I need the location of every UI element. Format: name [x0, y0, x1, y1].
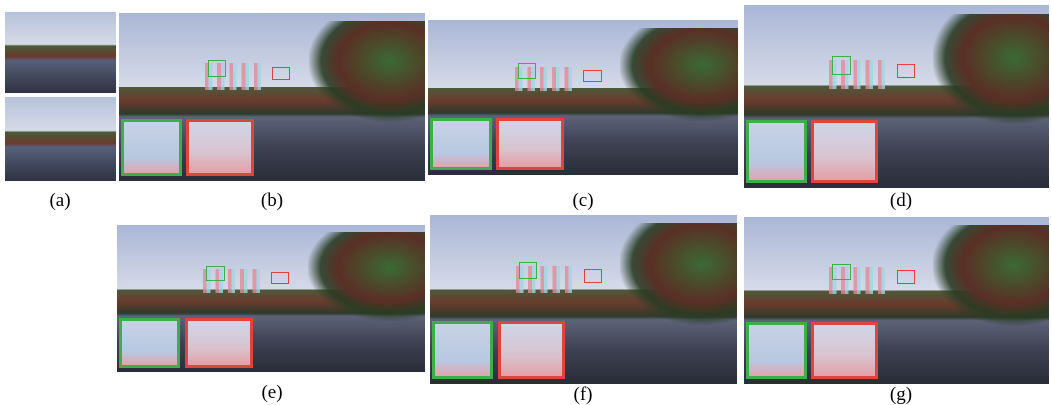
figure: (a) (b) (c) (d) (e) (f) (g) — [0, 0, 1051, 405]
panel-label: (g) — [890, 384, 912, 405]
inset-green — [746, 120, 807, 182]
panel-label: (a) — [49, 190, 70, 212]
stitched-image — [119, 13, 425, 181]
inset-green — [121, 119, 182, 176]
inset-red — [496, 118, 564, 171]
inset-green — [746, 322, 807, 379]
inset-green — [432, 321, 493, 378]
zoom-box-red — [897, 64, 915, 79]
input-image — [5, 97, 116, 181]
zoom-box-green — [832, 56, 850, 74]
stitched-image — [117, 225, 425, 372]
zoom-box-green — [208, 60, 226, 77]
panel-label: (c) — [572, 190, 593, 212]
inset-red — [498, 321, 566, 378]
trees — [620, 28, 738, 121]
zoom-box-green — [206, 266, 224, 281]
inset-red — [186, 119, 253, 176]
zoom-box-green — [519, 262, 537, 279]
panel-label: (e) — [261, 382, 282, 404]
panel-label: (d) — [890, 190, 912, 212]
zoom-box-red — [583, 70, 602, 82]
trees — [933, 225, 1049, 325]
trees — [620, 223, 737, 324]
zoom-box-red — [272, 67, 290, 80]
trees — [309, 21, 425, 122]
trees — [933, 14, 1049, 124]
trees — [308, 232, 425, 320]
zoom-box-green — [518, 63, 537, 79]
panel-label: (b) — [261, 190, 283, 212]
inset-red — [185, 318, 253, 368]
zoom-box-red — [897, 270, 915, 283]
stitched-image — [744, 5, 1049, 188]
inset-green — [430, 118, 492, 171]
inset-red — [811, 322, 878, 379]
stitched-image — [430, 215, 737, 384]
stitched-image — [428, 20, 738, 175]
inset-green — [119, 318, 181, 368]
input-image — [5, 12, 116, 93]
stitched-image — [744, 217, 1049, 384]
inset-red — [811, 120, 878, 182]
zoom-box-red — [271, 272, 289, 284]
panel-label: (f) — [574, 384, 593, 405]
zoom-box-red — [584, 269, 602, 283]
zoom-box-green — [832, 264, 850, 281]
